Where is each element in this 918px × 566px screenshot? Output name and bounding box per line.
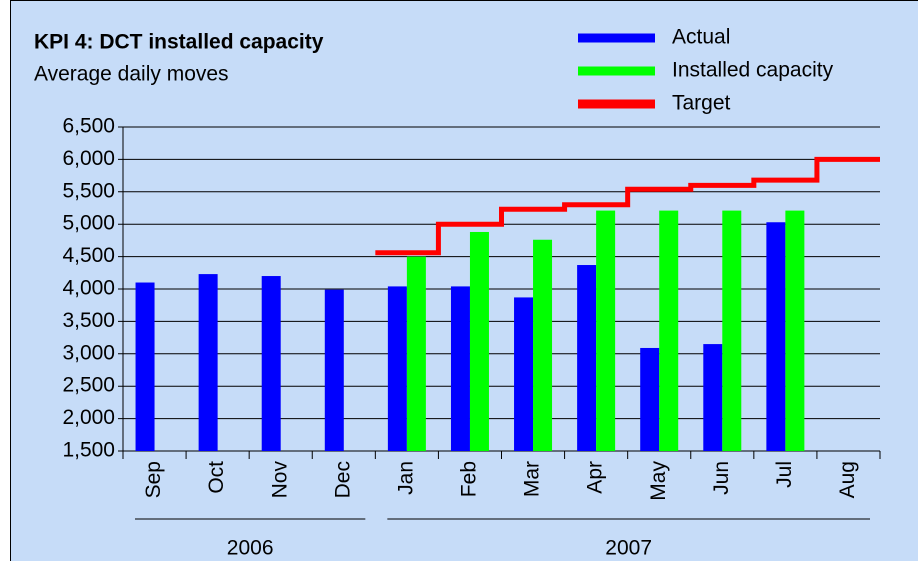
- x-tick-label: Apr: [584, 461, 607, 494]
- x-tick-label: Oct: [205, 461, 228, 494]
- legend-label: Target: [672, 92, 731, 115]
- x-tick-label: Nov: [268, 461, 291, 499]
- x-tick-label: Jan: [394, 461, 417, 495]
- y-tick-label: 6,000: [62, 147, 115, 170]
- x-tick-label: Aug: [836, 461, 859, 498]
- y-tick-label: 4,000: [62, 277, 115, 300]
- x-tick-label: Feb: [458, 461, 481, 497]
- y-tick-label: 5,000: [62, 212, 115, 235]
- x-tick-label: Dec: [331, 461, 354, 498]
- chart-title: KPI 4: DCT installed capacity: [34, 31, 324, 54]
- bar: [640, 348, 659, 451]
- group-label: 2007: [605, 537, 652, 560]
- bar: [703, 344, 722, 451]
- bar: [199, 274, 218, 451]
- bar: [136, 283, 155, 451]
- y-tick-label: 2,000: [62, 406, 115, 429]
- bar: [533, 240, 552, 451]
- bar: [388, 286, 407, 451]
- bar: [470, 232, 489, 451]
- bar: [659, 211, 678, 451]
- y-tick-label: 6,500: [62, 115, 115, 138]
- bar: [596, 211, 615, 451]
- bar: [407, 257, 426, 451]
- bar: [325, 290, 344, 451]
- y-tick-label: 3,000: [62, 341, 115, 364]
- legend-label: Actual: [672, 26, 730, 49]
- bar: [262, 276, 281, 451]
- x-tick-label: May: [647, 461, 670, 501]
- bar: [722, 211, 741, 451]
- bar: [451, 286, 470, 451]
- y-tick-label: 4,500: [62, 244, 115, 267]
- bar: [514, 297, 533, 451]
- y-tick-label: 5,500: [62, 179, 115, 202]
- legend-label: Installed capacity: [672, 59, 834, 82]
- y-tick-label: 1,500: [62, 439, 115, 462]
- bar: [785, 211, 804, 451]
- x-tick-label: Jul: [773, 461, 796, 488]
- group-label: 2006: [227, 537, 274, 560]
- x-tick-label: Sep: [142, 461, 165, 498]
- bar: [577, 265, 596, 451]
- bar: [766, 222, 785, 451]
- x-tick-label: Mar: [521, 461, 544, 497]
- y-tick-label: 3,500: [62, 309, 115, 332]
- x-tick-label: Jun: [710, 461, 733, 495]
- chart-subtitle: Average daily moves: [34, 63, 229, 86]
- y-tick-label: 2,500: [62, 374, 115, 397]
